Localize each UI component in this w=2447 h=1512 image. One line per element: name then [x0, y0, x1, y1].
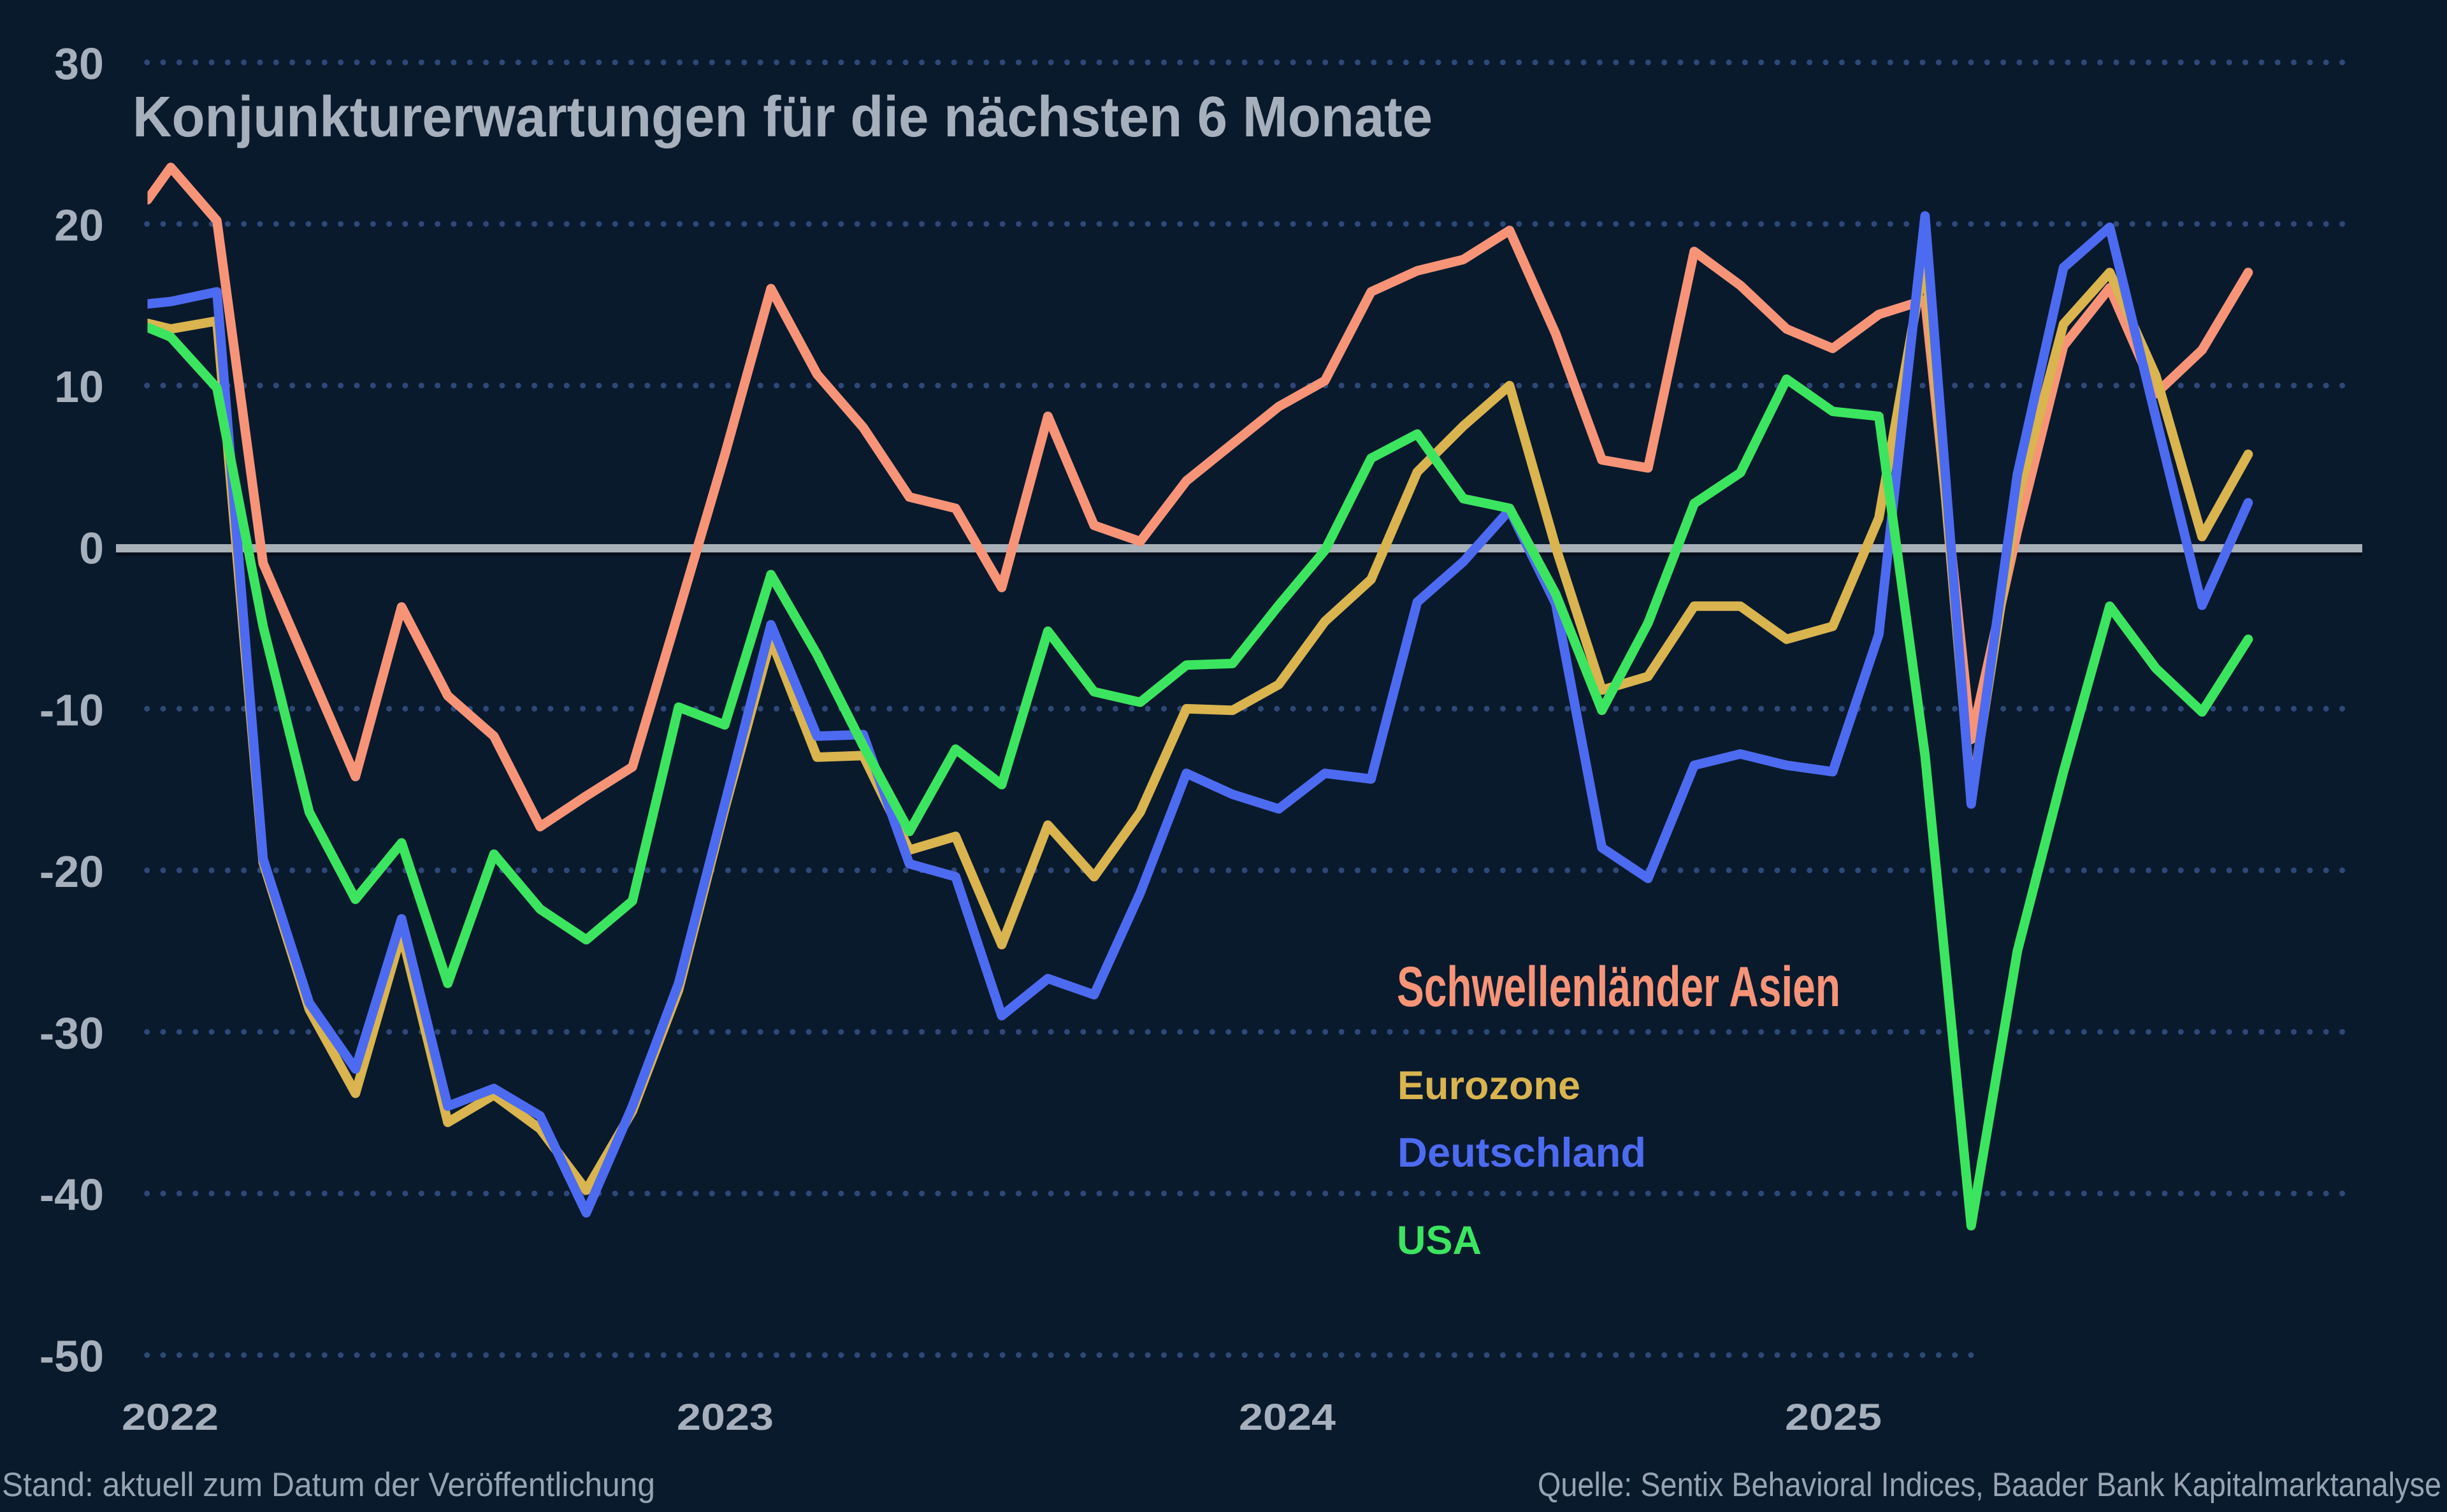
- svg-text:0: 0: [79, 524, 104, 573]
- svg-text:-40: -40: [40, 1170, 104, 1220]
- svg-text:Eurozone: Eurozone: [1397, 1063, 1580, 1108]
- svg-text:2024: 2024: [1239, 1397, 1336, 1438]
- svg-text:2023: 2023: [677, 1397, 774, 1438]
- svg-text:2022: 2022: [122, 1397, 219, 1438]
- svg-text:USA: USA: [1397, 1218, 1482, 1263]
- svg-text:20: 20: [54, 201, 104, 250]
- svg-text:30: 30: [54, 39, 104, 89]
- svg-text:2025: 2025: [1785, 1397, 1882, 1438]
- svg-text:Deutschland: Deutschland: [1397, 1129, 1646, 1176]
- svg-text:-20: -20: [40, 847, 104, 896]
- svg-text:Schwellenländer Asien: Schwellenländer Asien: [1397, 954, 1840, 1018]
- svg-text:Stand: aktuell zum Datum der V: Stand: aktuell zum Datum der Veröffentli…: [2, 1466, 655, 1504]
- svg-text:-30: -30: [40, 1009, 104, 1058]
- svg-text:-50: -50: [40, 1332, 104, 1381]
- svg-text:Konjunkturerwartungen für die: Konjunkturerwartungen für die nächsten 6…: [133, 85, 1433, 149]
- svg-text:Quelle: Sentix Behavioral Indi: Quelle: Sentix Behavioral Indices, Baade…: [1538, 1466, 2441, 1504]
- svg-text:10: 10: [54, 362, 104, 412]
- svg-text:-10: -10: [40, 685, 104, 735]
